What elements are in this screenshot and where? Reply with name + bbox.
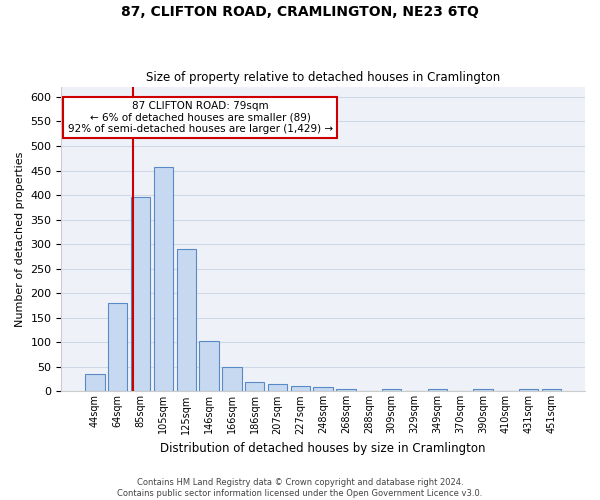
- Text: 87, CLIFTON ROAD, CRAMLINGTON, NE23 6TQ: 87, CLIFTON ROAD, CRAMLINGTON, NE23 6TQ: [121, 5, 479, 19]
- Bar: [131, 198, 150, 392]
- Y-axis label: Number of detached properties: Number of detached properties: [15, 152, 25, 327]
- X-axis label: Distribution of detached houses by size in Cramlington: Distribution of detached houses by size …: [160, 442, 486, 455]
- Bar: [542, 389, 561, 392]
- Bar: [519, 389, 538, 392]
- Bar: [268, 384, 287, 392]
- Title: Size of property relative to detached houses in Cramlington: Size of property relative to detached ho…: [146, 72, 500, 85]
- Bar: [337, 389, 356, 392]
- Bar: [108, 303, 127, 392]
- Bar: [473, 389, 493, 392]
- Bar: [428, 389, 447, 392]
- Bar: [382, 389, 401, 392]
- Bar: [222, 367, 242, 392]
- Bar: [85, 374, 104, 392]
- Bar: [245, 382, 265, 392]
- Bar: [199, 341, 219, 392]
- Text: Contains HM Land Registry data © Crown copyright and database right 2024.
Contai: Contains HM Land Registry data © Crown c…: [118, 478, 482, 498]
- Bar: [290, 386, 310, 392]
- Bar: [176, 249, 196, 392]
- Bar: [154, 166, 173, 392]
- Bar: [313, 388, 333, 392]
- Text: 87 CLIFTON ROAD: 79sqm
← 6% of detached houses are smaller (89)
92% of semi-deta: 87 CLIFTON ROAD: 79sqm ← 6% of detached …: [68, 101, 333, 134]
